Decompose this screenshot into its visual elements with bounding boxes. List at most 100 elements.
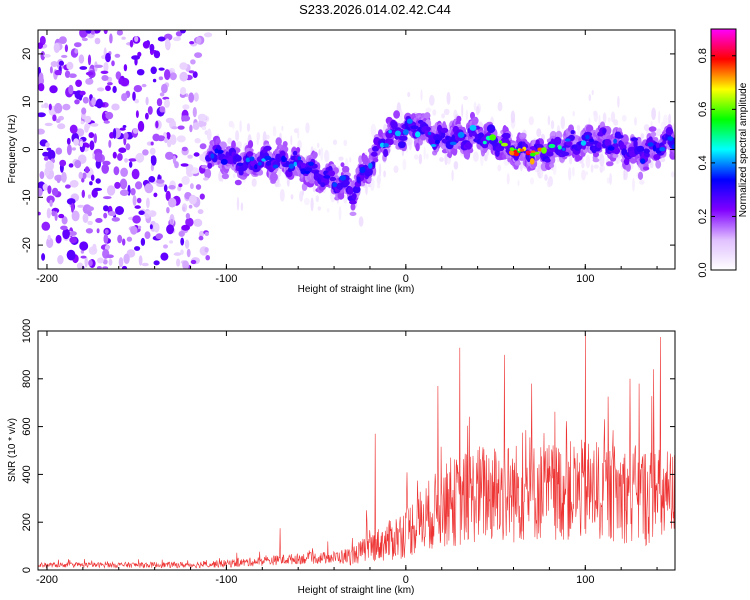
spectrogram-cell: [90, 30, 95, 35]
spectrogram-cell: [132, 195, 137, 206]
spectrogram-cell: [188, 204, 193, 209]
spectrogram-cell: [561, 147, 566, 151]
spectrogram-cell: [87, 194, 92, 199]
spectrogram-cell: [152, 133, 160, 142]
spectrogram-cell: [74, 160, 82, 169]
spectrogram-cell: [473, 101, 477, 111]
spectrogram-cell: [74, 48, 79, 54]
snr-xtick-label: 0: [403, 574, 409, 586]
spectrogram-cell: [66, 137, 71, 145]
spectrogram-cell: [199, 230, 204, 238]
spectrogram-cell: [90, 174, 95, 181]
spectrogram-cell: [472, 116, 479, 125]
spectrogram-cell: [108, 139, 112, 148]
spectrogram-cell: [519, 159, 523, 172]
spectrogram-cell: [570, 130, 575, 135]
spectrogram-cell: [169, 72, 177, 81]
spectrogram-cell: [634, 116, 637, 126]
spectrogram-cell: [179, 62, 188, 70]
spectrogram-cell: [553, 136, 562, 145]
spectrogram-cell: [128, 158, 137, 162]
spectrogram-cell: [132, 91, 136, 101]
spectrogram-cell: [463, 95, 468, 101]
spectrogram-cell: [68, 231, 77, 236]
spectrogram-cell: [293, 161, 297, 167]
spectrogram-cell: [111, 103, 120, 111]
spectrogram-cell: [607, 146, 615, 151]
spectrogram-cell: [338, 206, 342, 221]
spectrogram-cell: [109, 33, 113, 44]
spectrogram-cell: [399, 108, 403, 118]
colorbar-tick-label: 0.0: [697, 262, 709, 277]
spectrogram-cell: [120, 167, 128, 177]
spectrogram-cell: [434, 139, 440, 145]
spectrogram-cell: [530, 152, 536, 157]
spectrogram-cell: [312, 151, 318, 158]
spectrogram-cell: [96, 266, 102, 269]
spectrogram-cell: [79, 241, 89, 251]
spectrogram-cell: [501, 132, 511, 140]
spectrogram-cell: [602, 128, 607, 134]
spectrogram-cell: [144, 183, 154, 194]
spectrogram-cell: [187, 154, 193, 159]
spectrogram-cell: [159, 92, 165, 97]
spectrogram-cell: [520, 132, 527, 138]
spectrogram-cell: [164, 98, 170, 108]
spectrogram-cell: [581, 162, 585, 169]
spectrogram-cell: [181, 146, 188, 152]
spectrogram-cell: [184, 239, 190, 249]
spectrogram-cell: [591, 89, 594, 96]
spectrogram-cell: [513, 152, 520, 157]
spectrogram-cell: [179, 71, 188, 82]
spectrogram-cell: [118, 78, 124, 85]
spectrogram-cell: [167, 139, 172, 148]
spectrogram-cell: [51, 187, 59, 196]
colorbar-tick-label: 0.4: [697, 155, 709, 170]
spectrogram-cell: [134, 36, 139, 42]
spectrogram-cell: [38, 42, 43, 49]
spectrogram-cell: [234, 179, 242, 186]
spectrogram-cell: [568, 167, 572, 181]
spectrogram-cell: [429, 94, 435, 106]
spectrogram-cell: [54, 102, 63, 114]
spectrogram-cell: [45, 160, 54, 172]
spectrogram-xtick-label: -100: [215, 273, 237, 285]
spectrogram-cell: [192, 71, 198, 78]
spectrogram-cell: [122, 125, 127, 128]
spectrogram-cell: [550, 120, 555, 130]
spectrogram-cell: [182, 206, 186, 212]
spectrogram-cell: [165, 38, 170, 49]
spectrogram-cell: [164, 137, 168, 144]
spectrogram-cell: [153, 260, 160, 266]
spectrogram-cell: [665, 126, 674, 136]
spectrogram-cell: [272, 127, 277, 137]
spectrogram-cell: [427, 131, 432, 136]
spectrogram-cell: [41, 253, 46, 261]
spectrogram-cell: [356, 176, 361, 183]
spectrogram-cell: [406, 118, 413, 124]
spectrogram-cell: [256, 137, 259, 145]
spectrogram-cell: [66, 61, 74, 70]
spectrogram-cell: [69, 180, 79, 188]
spectrogram-cell: [349, 156, 352, 163]
spectrogram-cell: [188, 92, 195, 103]
spectrogram-cell: [327, 151, 330, 162]
spectrogram-cell: [156, 179, 165, 184]
spectrogram-cell: [207, 162, 213, 169]
spectrogram-cell: [102, 266, 109, 269]
spectrogram-cell: [659, 147, 666, 152]
spectrogram-cell: [80, 249, 85, 254]
spectrogram-cell: [506, 140, 511, 149]
spectrogram-cell: [650, 121, 653, 126]
spectrogram-cell: [81, 189, 86, 198]
spectrogram-cell: [57, 123, 66, 130]
spectrogram-cell: [308, 161, 314, 166]
spectrogram-cell: [536, 128, 542, 138]
spectrogram-cell: [103, 120, 110, 124]
spectrogram-cell: [263, 145, 272, 151]
spectrogram-cell: [163, 244, 168, 249]
spectrogram-cell: [103, 196, 112, 200]
spectrogram-cell: [425, 126, 431, 131]
spectrogram-cell: [451, 169, 454, 182]
